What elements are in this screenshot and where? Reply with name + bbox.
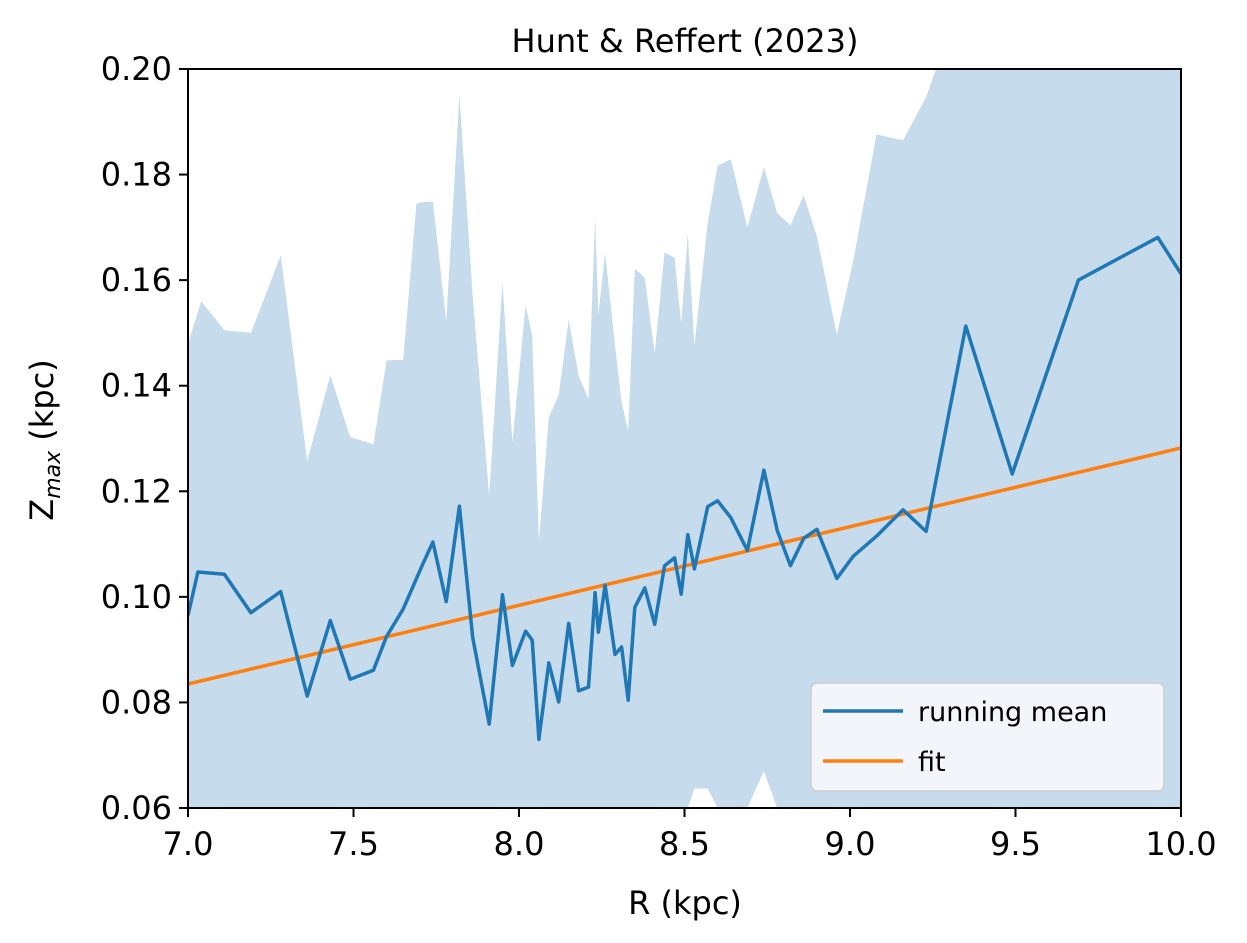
x-axis: 7.0 7.5 8.0 8.5 9.0 9.5 10.0	[163, 808, 1217, 863]
legend-label-running-mean: running mean	[918, 697, 1107, 728]
y-tick-label: 0.14	[101, 367, 172, 405]
y-tick-label: 0.10	[101, 578, 172, 616]
plot-area	[188, 69, 1181, 808]
legend-label-fit: fit	[918, 747, 946, 778]
y-axis: 0.06 0.08 0.10 0.12 0.14 0.16 0.18 0.20	[101, 50, 188, 827]
y-axis-label: Zmax (kpc)	[23, 359, 66, 520]
running-mean-line	[188, 235, 1181, 742]
x-axis-label: R (kpc)	[628, 884, 742, 922]
y-axis-label-unit: (kpc)	[23, 359, 61, 451]
chart-title: Hunt & Reffert (2023)	[512, 22, 859, 60]
y-tick-label: 0.08	[101, 683, 172, 721]
x-tick-label: 9.5	[990, 825, 1041, 863]
x-tick-label: 7.0	[163, 825, 214, 863]
y-tick-label: 0.20	[101, 50, 172, 88]
x-tick-label: 8.5	[659, 825, 710, 863]
x-tick-label: 10.0	[1145, 825, 1216, 863]
legend: running mean fit	[810, 682, 1165, 792]
y-tick-label: 0.12	[101, 472, 172, 510]
x-tick-label: 7.5	[328, 825, 379, 863]
y-axis-label-subscript: max	[41, 450, 66, 499]
y-tick-label: 0.18	[101, 156, 172, 194]
y-tick-label: 0.16	[101, 261, 172, 299]
y-tick-label: 0.06	[101, 789, 172, 827]
y-axis-label-main: Z	[23, 499, 61, 521]
x-tick-label: 9.0	[825, 825, 876, 863]
x-tick-label: 8.0	[494, 825, 545, 863]
